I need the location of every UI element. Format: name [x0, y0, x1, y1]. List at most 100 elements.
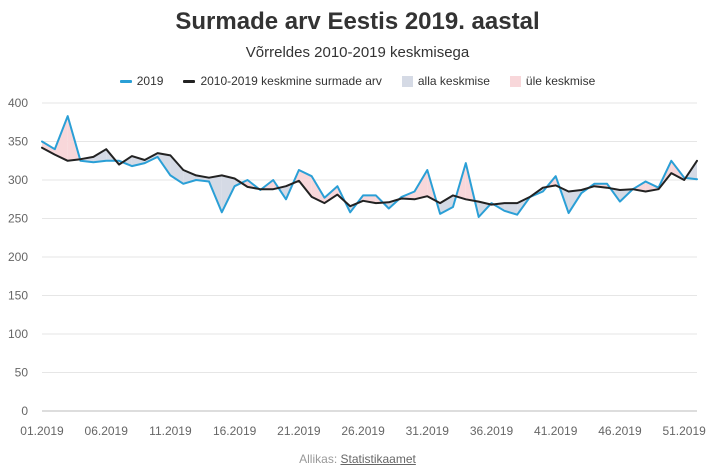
data-point-average-24.2019 — [334, 192, 340, 198]
data-point-average-04.2019 — [78, 156, 84, 162]
data-point-2019-46.2019 — [617, 199, 623, 205]
diff-area-36 — [504, 203, 518, 215]
data-point-average-03.2019 — [65, 158, 71, 164]
data-point-2019-42.2019 — [566, 210, 572, 216]
source-link[interactable]: Statistikaamet — [340, 452, 416, 466]
diff-area-22 — [324, 186, 338, 204]
data-point-average-05.2019 — [90, 154, 96, 160]
data-point-average-26.2019 — [360, 198, 366, 204]
legend-label-average: 2010-2019 keskmine surmade arv — [200, 74, 382, 88]
data-point-2019-16.2019 — [232, 183, 238, 189]
data-point-average-12.2019 — [180, 167, 186, 173]
y-tick-label-350: 350 — [8, 135, 28, 149]
y-tick-label-200: 200 — [8, 250, 28, 264]
y-tick-label-400: 400 — [8, 96, 28, 110]
legend-swatch-above — [509, 75, 521, 87]
legend-item-2019[interactable]: 2019 — [119, 74, 164, 88]
diff-area-0 — [42, 141, 55, 155]
data-point-2019-27.2019 — [373, 192, 379, 198]
data-point-2019-48.2019 — [643, 179, 649, 185]
x-tick-label-21.2019: 21.2019 — [277, 424, 321, 438]
data-point-2019-20.2019 — [283, 196, 289, 202]
x-tick-label-11.2019: 11.2019 — [149, 424, 192, 438]
data-point-average-52.2019 — [694, 158, 700, 164]
data-point-2019-50.2019 — [668, 158, 674, 164]
data-point-2019-05.2019 — [90, 159, 96, 165]
data-point-2019-01.2019 — [39, 139, 45, 145]
data-point-average-36.2019 — [489, 202, 495, 208]
data-point-average-02.2019 — [52, 152, 58, 158]
data-point-2019-19.2019 — [270, 177, 276, 183]
series-line-average — [41, 146, 698, 208]
diff-area-20 — [298, 170, 312, 197]
x-tick-label-01.2019: 01.2019 — [20, 424, 64, 438]
data-point-2019-26.2019 — [360, 192, 366, 198]
data-point-2019-30.2019 — [411, 189, 417, 195]
data-point-average-48.2019 — [643, 189, 649, 195]
legend-swatch-below — [401, 75, 413, 87]
data-point-average-41.2019 — [553, 182, 559, 188]
data-point-average-47.2019 — [630, 186, 636, 192]
x-tick-label-06.2019: 06.2019 — [85, 424, 129, 438]
data-point-average-14.2019 — [206, 175, 212, 181]
y-tick-label-300: 300 — [8, 173, 28, 187]
data-point-average-23.2019 — [322, 200, 328, 206]
data-point-2019-06.2019 — [103, 158, 109, 164]
data-point-2019-21.2019 — [296, 167, 302, 173]
data-point-2019-12.2019 — [180, 181, 186, 187]
data-point-average-15.2019 — [219, 172, 225, 178]
data-point-2019-24.2019 — [334, 183, 340, 189]
chart-subtitle: Võrreldes 2010-2019 keskmisega — [245, 44, 470, 61]
data-point-average-17.2019 — [244, 184, 250, 190]
data-point-average-27.2019 — [373, 200, 379, 206]
y-tick-label-0: 0 — [21, 404, 28, 418]
legend-swatch-average — [183, 79, 196, 83]
data-point-2019-41.2019 — [553, 173, 559, 179]
data-point-2019-35.2019 — [476, 214, 482, 220]
data-point-2019-15.2019 — [219, 209, 225, 215]
data-point-2019-22.2019 — [309, 173, 315, 179]
data-point-average-33.2019 — [450, 192, 456, 198]
data-point-average-18.2019 — [257, 186, 263, 192]
data-point-average-35.2019 — [476, 199, 482, 205]
legend-item-above[interactable]: üle keskmise — [509, 74, 595, 88]
data-point-average-39.2019 — [527, 194, 533, 200]
data-point-average-31.2019 — [424, 193, 430, 199]
data-point-average-06.2019 — [103, 146, 109, 152]
source-prefix: Allikas: — [299, 452, 341, 466]
y-tick-label-100: 100 — [8, 327, 28, 341]
legend-label-2019: 2019 — [136, 74, 164, 88]
data-point-2019-38.2019 — [514, 212, 520, 218]
diff-area-31 — [440, 195, 453, 214]
legend-item-below[interactable]: alla keskmise — [401, 74, 490, 88]
y-tick-label-150: 150 — [8, 289, 28, 303]
data-point-average-16.2019 — [232, 175, 238, 181]
data-point-average-42.2019 — [566, 189, 572, 195]
data-point-average-28.2019 — [386, 199, 392, 205]
x-tick-label-46.2019: 46.2019 — [598, 424, 642, 438]
diff-area-14 — [221, 175, 235, 213]
chart-legend: 2019 2010-2019 keskmine surmade arv alla… — [0, 74, 715, 88]
data-point-2019-28.2019 — [386, 205, 392, 211]
y-tick-label-250: 250 — [8, 212, 28, 226]
data-point-2019-33.2019 — [450, 204, 456, 210]
x-tick-label-26.2019: 26.2019 — [341, 424, 385, 438]
data-point-2019-11.2019 — [167, 172, 173, 178]
legend-item-average[interactable]: 2010-2019 keskmine surmade arv — [183, 74, 382, 88]
data-point-2019-17.2019 — [244, 177, 250, 183]
data-point-average-25.2019 — [347, 203, 353, 209]
data-point-average-09.2019 — [142, 157, 148, 163]
data-point-2019-03.2019 — [65, 113, 71, 119]
legend-label-below: alla keskmise — [417, 74, 490, 88]
data-point-average-10.2019 — [155, 150, 161, 156]
data-point-average-34.2019 — [463, 196, 469, 202]
data-point-average-45.2019 — [604, 185, 610, 191]
chart-title: Surmade arv Eestis 2019. aastal — [175, 8, 540, 35]
data-point-2019-31.2019 — [424, 167, 430, 173]
data-point-average-44.2019 — [591, 183, 597, 189]
data-point-average-49.2019 — [655, 186, 661, 192]
data-point-average-19.2019 — [270, 186, 276, 192]
data-point-average-20.2019 — [283, 183, 289, 189]
data-point-average-08.2019 — [129, 153, 135, 159]
data-point-average-38.2019 — [514, 200, 520, 206]
